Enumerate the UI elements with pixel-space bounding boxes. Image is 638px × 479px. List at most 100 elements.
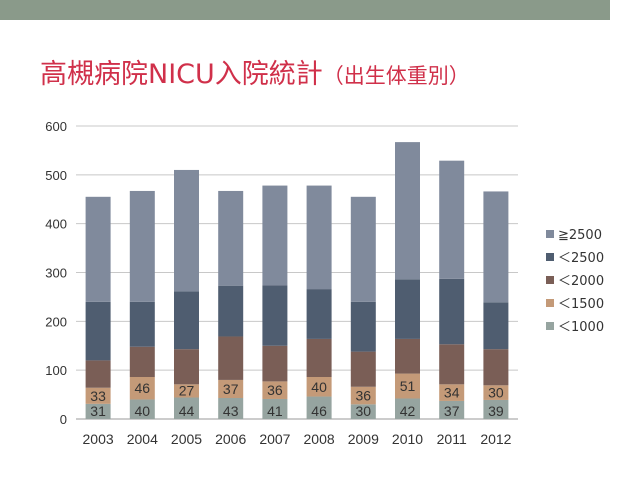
bar-segment xyxy=(129,301,155,347)
data-label: 40 xyxy=(135,403,151,419)
bar-segment xyxy=(129,346,155,378)
bar-segment xyxy=(174,397,199,419)
bar-segment xyxy=(85,301,111,361)
data-label: 37 xyxy=(444,403,460,419)
bar-segment xyxy=(483,385,509,400)
data-label: 51 xyxy=(400,378,416,394)
bar-segment xyxy=(85,196,111,302)
bar-segment xyxy=(174,291,199,350)
bar-segment xyxy=(350,196,376,302)
data-label: 36 xyxy=(356,388,372,404)
bar-segment xyxy=(262,345,288,382)
x-tick-label: 2009 xyxy=(348,431,379,447)
bar-segment xyxy=(395,338,420,374)
data-label: 30 xyxy=(356,403,372,419)
x-tick-label: 2012 xyxy=(480,431,511,447)
y-tick-label: 200 xyxy=(45,314,67,329)
bar-segment xyxy=(439,160,465,279)
y-tick-label: 600 xyxy=(45,119,67,134)
x-tick-label: 2008 xyxy=(304,431,335,447)
bar-segment xyxy=(483,302,509,350)
bar-segment xyxy=(395,373,420,399)
data-label: 31 xyxy=(90,403,106,419)
legend-label: ＜2500 xyxy=(558,251,604,266)
data-label: 27 xyxy=(179,383,195,399)
data-label: 41 xyxy=(267,403,283,419)
data-label: 33 xyxy=(90,388,106,404)
x-tick-label: 2003 xyxy=(83,431,114,447)
legend-swatch xyxy=(546,299,554,307)
y-tick-label: 0 xyxy=(60,412,67,427)
bar-segment xyxy=(174,384,199,398)
bar-segment xyxy=(306,396,332,419)
bar-segment xyxy=(262,285,288,346)
data-label: 44 xyxy=(179,403,195,419)
bar-segment xyxy=(306,338,332,378)
bar-segment xyxy=(85,387,111,404)
legend-label: ＜1500 xyxy=(558,297,604,312)
bar-segment xyxy=(350,404,376,419)
bar-segment xyxy=(129,190,155,302)
data-label: 36 xyxy=(267,382,283,398)
bar-segment xyxy=(395,398,420,419)
bar-segment xyxy=(262,185,288,286)
bar-segment xyxy=(306,185,332,290)
legend-swatch xyxy=(546,276,554,284)
bar-segment xyxy=(218,398,244,419)
bar-segment xyxy=(262,398,288,419)
y-tick-label: 100 xyxy=(45,363,67,378)
x-tick-label: 2010 xyxy=(392,431,423,447)
bar-segment xyxy=(395,279,420,339)
data-label: 46 xyxy=(135,380,151,396)
bar-segment xyxy=(483,399,509,419)
bar-segment xyxy=(85,360,111,388)
y-tick-label: 300 xyxy=(45,266,67,281)
bar-segment xyxy=(439,384,465,401)
bar-segment xyxy=(483,349,509,386)
bar-segment xyxy=(218,336,244,380)
legend-label: ≧2500 xyxy=(558,228,602,243)
bar-segment xyxy=(174,169,199,292)
x-tick-label: 2005 xyxy=(171,431,202,447)
slide-title-sub: （出生体重別） xyxy=(322,64,470,88)
data-label: 39 xyxy=(488,403,504,419)
slide-title-main: 高槻病院NICU入院統計 xyxy=(40,59,323,90)
top-accent-bar xyxy=(0,0,638,20)
data-label: 46 xyxy=(311,403,327,419)
bar-segment xyxy=(439,344,465,385)
bar-segment xyxy=(262,381,288,399)
legend-swatch xyxy=(546,253,554,261)
x-tick-label: 2004 xyxy=(127,431,158,447)
bar-segment xyxy=(306,377,332,397)
bar-segment xyxy=(350,351,376,387)
bar-segment xyxy=(439,278,465,345)
data-label: 43 xyxy=(223,403,239,419)
bar-segment xyxy=(439,400,465,419)
bar-segment xyxy=(306,289,332,339)
data-label: 30 xyxy=(488,385,504,401)
data-label: 37 xyxy=(223,381,239,397)
bar-segment xyxy=(350,301,376,352)
bar-segment xyxy=(218,190,244,286)
data-label: 34 xyxy=(444,385,460,401)
bar-segment xyxy=(483,191,509,303)
legend-label: ＜2000 xyxy=(558,274,604,289)
bar-segment xyxy=(395,142,420,280)
bar-segment xyxy=(129,399,155,419)
top-bar-notch xyxy=(610,0,638,20)
data-label: 40 xyxy=(311,379,327,395)
x-tick-label: 2011 xyxy=(437,431,467,447)
y-tick-label: 400 xyxy=(45,217,67,232)
bar-segment xyxy=(174,349,199,385)
legend-swatch xyxy=(546,322,554,330)
legend-label: ＜1000 xyxy=(558,320,604,335)
bar-segment xyxy=(350,386,376,405)
data-label: 42 xyxy=(400,403,416,419)
legend-swatch xyxy=(546,230,554,238)
y-tick-label: 500 xyxy=(45,168,67,183)
bar-segment xyxy=(129,377,155,400)
bar-segment xyxy=(85,403,111,419)
x-tick-label: 2006 xyxy=(215,431,246,447)
bar-segment xyxy=(218,379,244,399)
